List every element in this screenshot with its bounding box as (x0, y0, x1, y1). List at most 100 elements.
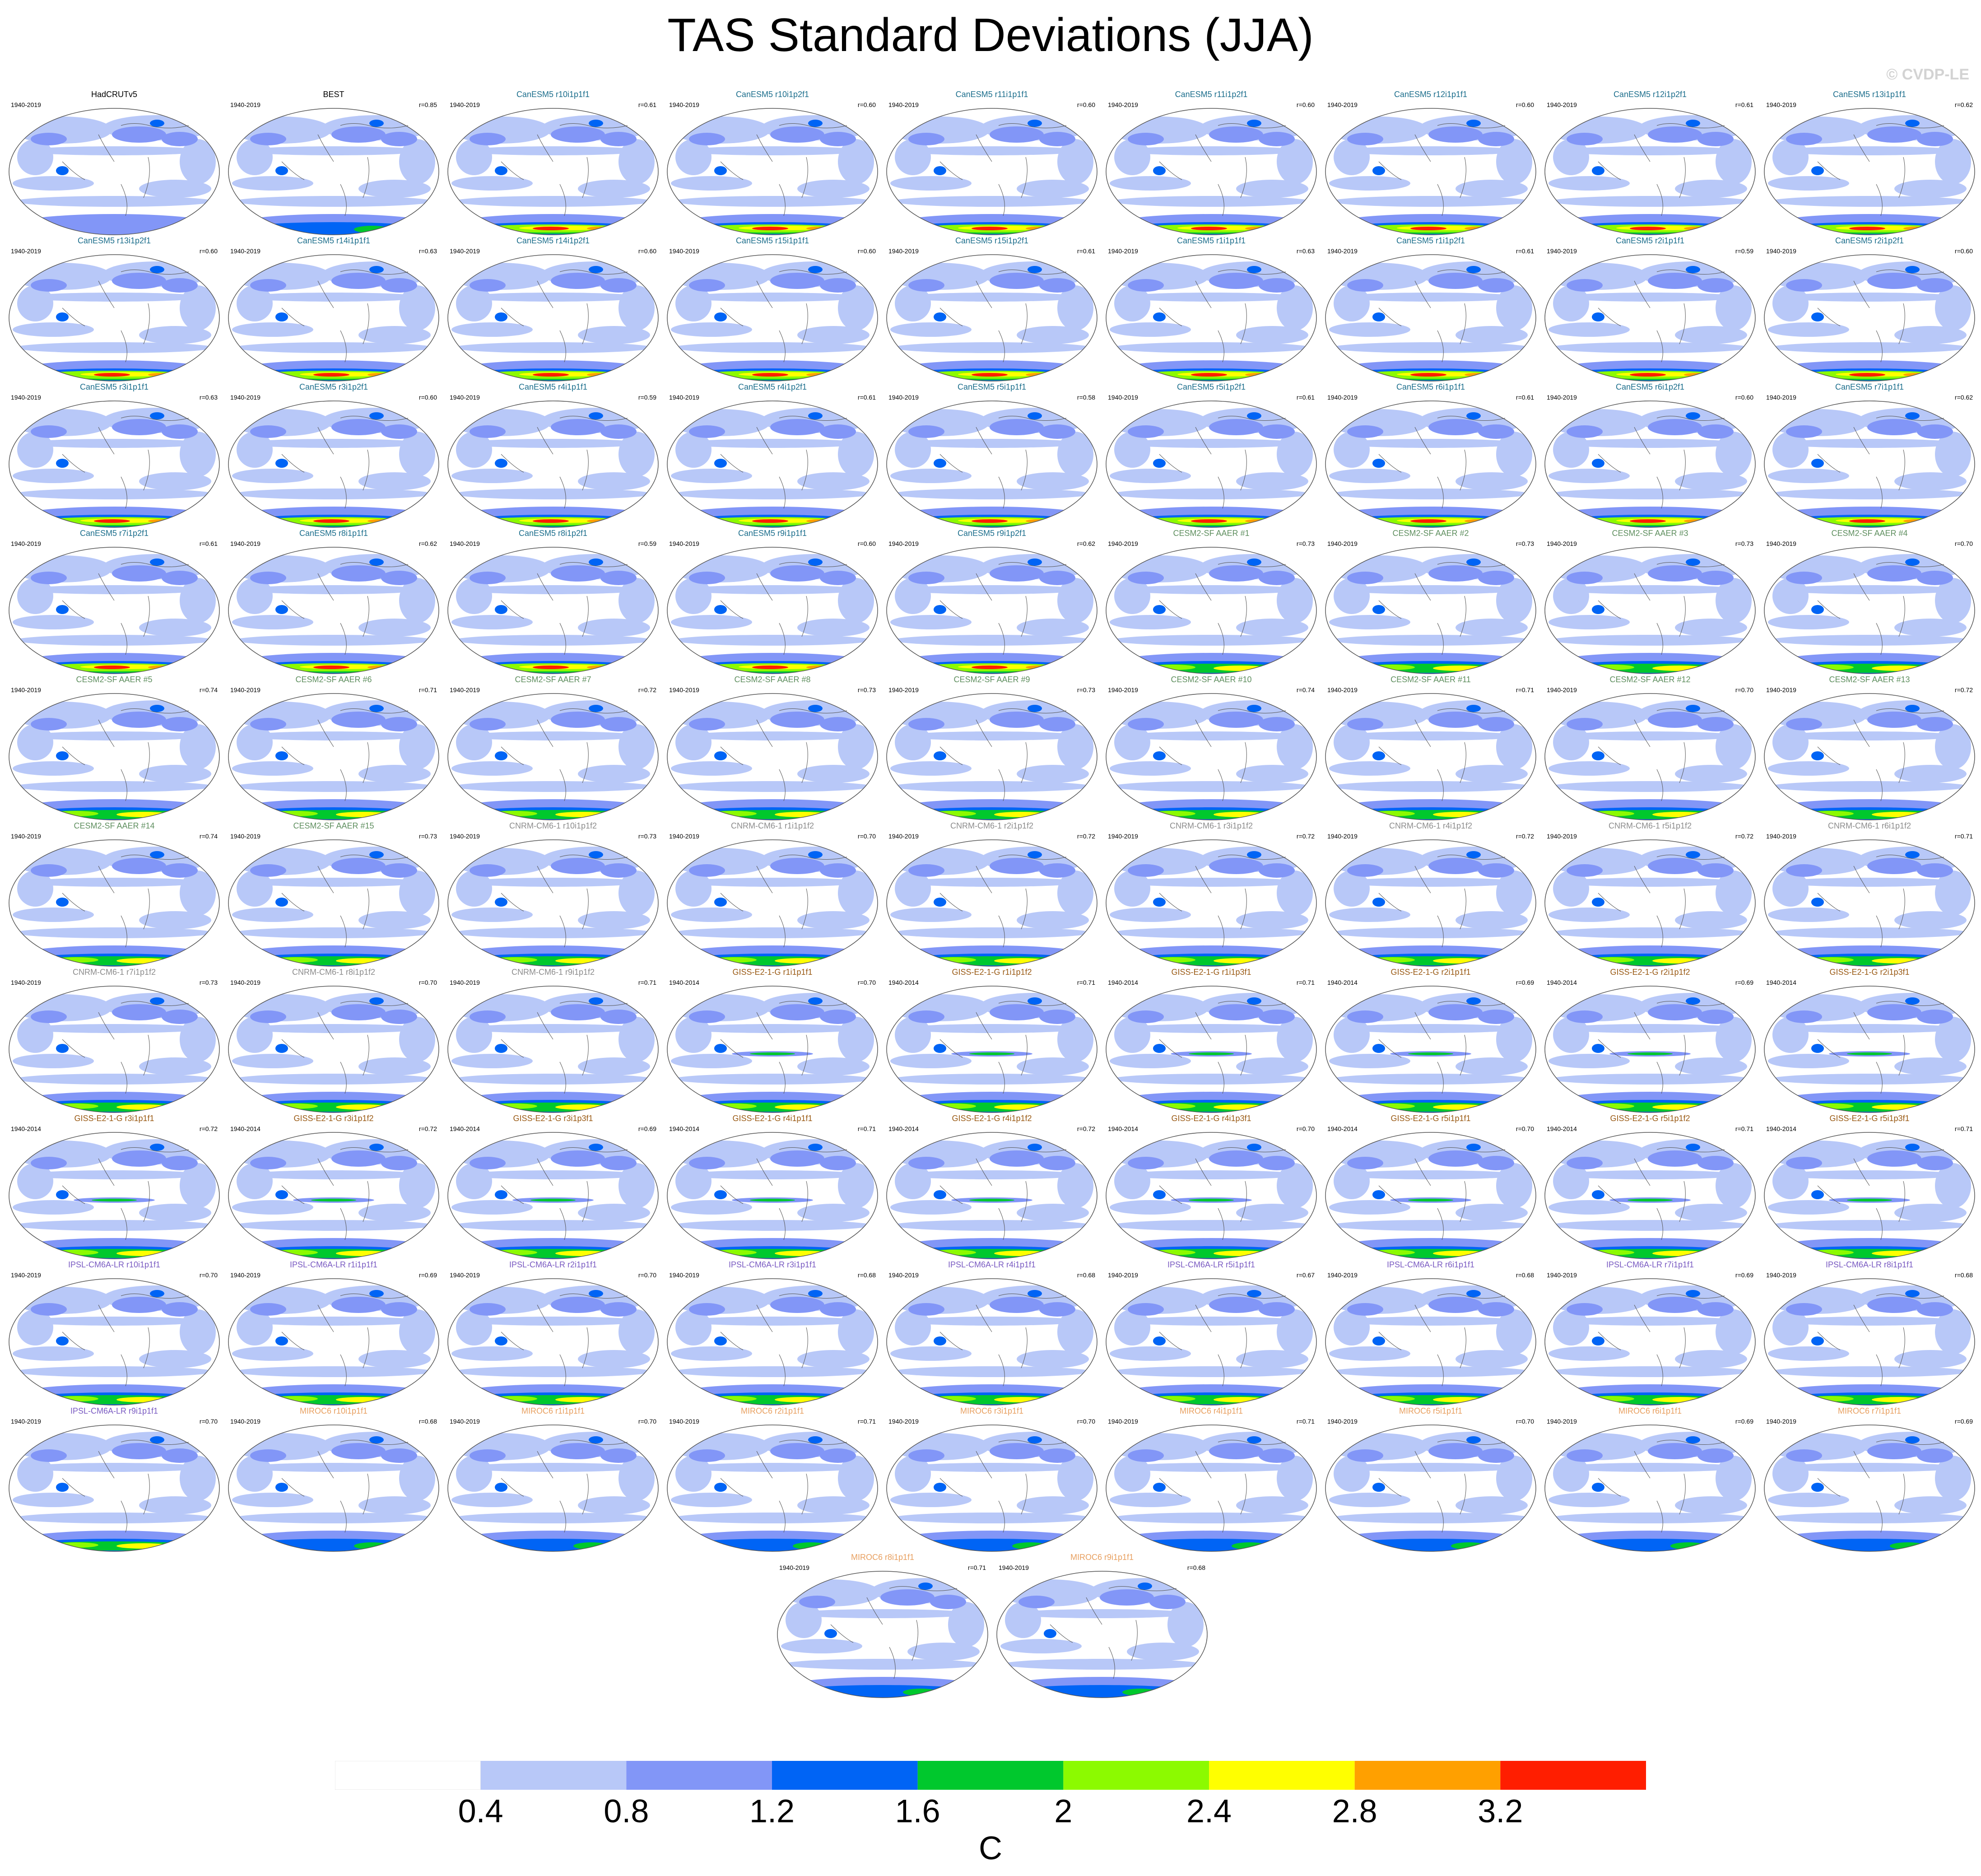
shade-band (908, 1157, 944, 1169)
shade-band (358, 1496, 431, 1514)
shade-band (381, 278, 417, 293)
coastline (1598, 854, 1725, 948)
shade-band (1770, 781, 1969, 792)
shade-band (1786, 133, 1822, 145)
map-panel: IPSL-CM6A-LR r9i1p1f1 1940-2019 r=0.70 (5, 1406, 224, 1555)
colorbar-swatch (335, 1761, 481, 1790)
shade-band (675, 1017, 711, 1053)
shade-band (94, 519, 130, 523)
shade-band (786, 1602, 822, 1638)
shade-band (250, 864, 286, 877)
shade-band (1277, 432, 1313, 477)
map-outline (886, 693, 1097, 820)
map-outline (447, 1132, 659, 1259)
global-map (1106, 1132, 1317, 1259)
global-map (667, 693, 878, 820)
shade-band (687, 956, 858, 965)
shade-band (1345, 664, 1516, 673)
shade-band (1867, 1297, 1921, 1313)
shade-band (806, 519, 833, 523)
map-panel: CanESM5 r13i1p2f1 1940-2019 r=0.60 (5, 236, 224, 385)
panel-pattern-correlation: r=0.68 (1954, 1271, 1973, 1279)
shade-band (1334, 1163, 1370, 1199)
map-outline (1544, 547, 1756, 674)
global-map (1544, 547, 1756, 674)
panel-years: 1940-2019 (1766, 1418, 1796, 1425)
panel-pattern-correlation: r=0.71 (1735, 1125, 1753, 1132)
shade-band (1592, 1044, 1604, 1053)
shade-band (1236, 1057, 1308, 1075)
panel-years: 1940-2014 (11, 1125, 41, 1132)
shade-band (1784, 810, 1955, 819)
shade-band (714, 1044, 727, 1053)
panel-pattern-correlation: r=0.70 (199, 1271, 218, 1279)
shade-band (906, 956, 1078, 965)
shade-band (799, 1596, 835, 1608)
panel-pattern-correlation: r=0.70 (857, 833, 876, 840)
shade-band (232, 1346, 313, 1361)
map-outline (1764, 1278, 1975, 1406)
panel-pattern-correlation: r=0.60 (199, 247, 218, 255)
map-panel: BEST 1940-2019 r=0.85 (224, 89, 443, 238)
colorbar-tick-labels: 0.4 0.8 1.2 1.6 2 2.4 2.8 3.2 (335, 1793, 1646, 1829)
shade-band (1770, 342, 1969, 353)
shade-band (587, 666, 614, 669)
map-outline (886, 1424, 1097, 1552)
global-map (9, 1278, 220, 1406)
shade-band (1465, 227, 1492, 230)
shade-band (1675, 1496, 1747, 1514)
panel-years: 1940-2019 (11, 686, 41, 694)
map-outline (667, 1424, 878, 1552)
shade-band (495, 751, 507, 760)
map-outline (1106, 1278, 1317, 1406)
shade-band (675, 1163, 711, 1199)
global-map (996, 1571, 1208, 1698)
shade-band (1567, 1449, 1603, 1462)
coastline (1378, 415, 1506, 509)
shade-band (587, 519, 614, 523)
shade-band (1867, 1443, 1921, 1459)
shade-band (1259, 1156, 1295, 1170)
map-outline (447, 1424, 659, 1552)
shade-band (838, 871, 874, 916)
panel-years: 1940-2014 (1327, 979, 1358, 986)
shade-band (1112, 196, 1311, 207)
shade-band (1560, 585, 1740, 594)
panel-pattern-correlation: r=0.60 (638, 247, 656, 255)
panel-title: CESM2-SF AAER #5 (76, 675, 153, 684)
map-outline (228, 108, 439, 235)
coastline (501, 562, 628, 655)
shade-band (1017, 765, 1089, 783)
shade-band (1028, 412, 1042, 419)
shade-band (454, 1074, 652, 1085)
shade-band (1372, 166, 1385, 175)
shade-band (1849, 373, 1885, 377)
coastline (720, 1293, 847, 1387)
panel-title: CESM2-SF AAER #8 (734, 675, 811, 684)
panel-years: 1940-2019 (450, 247, 480, 255)
shade-band (1259, 863, 1295, 878)
shade-band (1478, 1156, 1514, 1170)
shade-band (31, 572, 67, 584)
global-map (1325, 839, 1536, 967)
panel-pattern-correlation: r=0.69 (1735, 1418, 1753, 1425)
shade-band (990, 1297, 1044, 1313)
shade-band (1026, 666, 1053, 669)
shade-band (112, 858, 166, 874)
coastline (939, 1001, 1067, 1094)
shade-band (463, 1539, 643, 1551)
shade-band (714, 751, 727, 760)
map-outline (996, 1571, 1208, 1698)
map-outline (228, 547, 439, 674)
colorbar-tick-label: 1.2 (749, 1793, 795, 1829)
shade-band (890, 1200, 972, 1215)
shade-band (808, 120, 823, 127)
colorbar-tick-label: 2 (1054, 1793, 1073, 1829)
shade-band (180, 1309, 216, 1355)
shade-band (820, 278, 856, 293)
shade-band (1716, 1017, 1752, 1062)
shade-band (28, 1541, 200, 1550)
shade-band (237, 1163, 273, 1199)
shade-band (1153, 898, 1166, 907)
shade-band (1329, 908, 1410, 922)
